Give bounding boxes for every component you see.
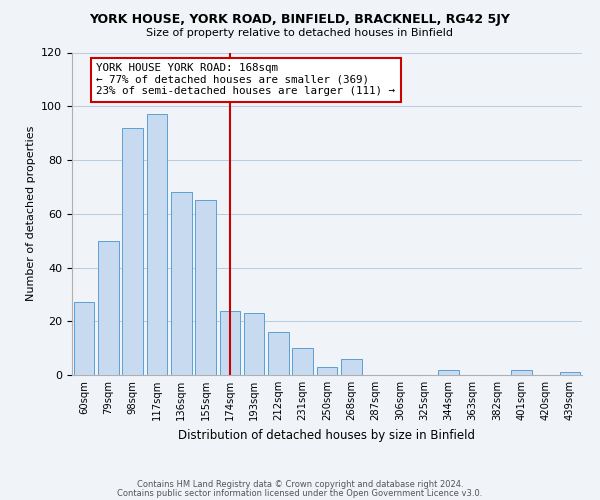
Bar (74, 302, 94, 375)
Bar (341, 359, 362, 375)
Text: YORK HOUSE, YORK ROAD, BINFIELD, BRACKNELL, RG42 5JY: YORK HOUSE, YORK ROAD, BINFIELD, BRACKNE… (89, 12, 511, 26)
Bar (438, 370, 459, 375)
Bar (317, 367, 337, 375)
Bar (98, 240, 119, 375)
Bar (220, 310, 240, 375)
Bar (292, 348, 313, 375)
Bar (268, 332, 289, 375)
Text: Contains HM Land Registry data © Crown copyright and database right 2024.: Contains HM Land Registry data © Crown c… (137, 480, 463, 489)
Text: YORK HOUSE YORK ROAD: 168sqm
← 77% of detached houses are smaller (369)
23% of s: YORK HOUSE YORK ROAD: 168sqm ← 77% of de… (96, 63, 395, 96)
Bar (560, 372, 580, 375)
Bar (244, 313, 265, 375)
Bar (511, 370, 532, 375)
Text: Contains public sector information licensed under the Open Government Licence v3: Contains public sector information licen… (118, 488, 482, 498)
Bar (122, 128, 143, 375)
Bar (195, 200, 216, 375)
X-axis label: Distribution of detached houses by size in Binfield: Distribution of detached houses by size … (179, 428, 476, 442)
Y-axis label: Number of detached properties: Number of detached properties (26, 126, 35, 302)
Bar (171, 192, 191, 375)
Text: Size of property relative to detached houses in Binfield: Size of property relative to detached ho… (146, 28, 454, 38)
Bar (146, 114, 167, 375)
